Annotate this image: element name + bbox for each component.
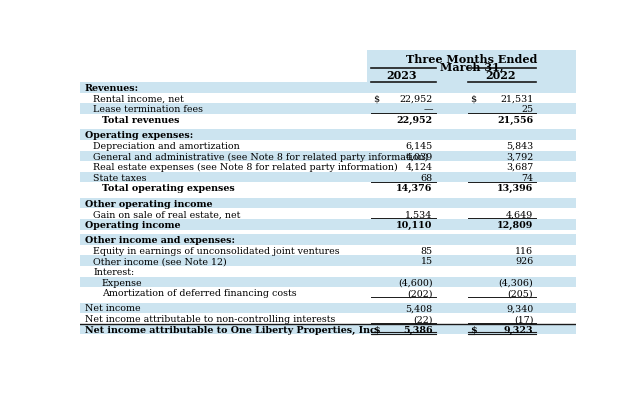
Text: (4,306): (4,306) <box>499 278 533 288</box>
Text: 6,145: 6,145 <box>405 142 433 151</box>
Text: 22,952: 22,952 <box>397 116 433 125</box>
Text: Real estate expenses (see Note 8 for related party information): Real estate expenses (see Note 8 for rel… <box>93 163 398 172</box>
Text: 12,809: 12,809 <box>497 221 533 230</box>
Text: 25: 25 <box>521 105 533 114</box>
Text: 21,556: 21,556 <box>497 116 533 125</box>
Text: $: $ <box>470 95 476 104</box>
Text: Expense: Expense <box>102 278 142 288</box>
Text: 68: 68 <box>420 174 433 183</box>
Text: Operating expenses:: Operating expenses: <box>84 131 193 140</box>
Text: 9,323: 9,323 <box>504 326 533 335</box>
Text: 21,531: 21,531 <box>500 95 533 104</box>
Text: Interest:: Interest: <box>93 268 134 277</box>
Text: 14,376: 14,376 <box>396 184 433 193</box>
Bar <box>80 124 576 129</box>
Text: 3,687: 3,687 <box>506 163 533 172</box>
Text: General and administrative (see Note 8 for related party information): General and administrative (see Note 8 f… <box>93 152 428 161</box>
Text: Lease termination fees: Lease termination fees <box>93 105 203 114</box>
Bar <box>80 266 576 277</box>
Text: Equity in earnings of unconsolidated joint ventures: Equity in earnings of unconsolidated joi… <box>93 247 340 256</box>
Text: March 31,: March 31, <box>440 61 503 72</box>
Text: (202): (202) <box>407 289 433 298</box>
Bar <box>80 324 576 334</box>
Bar <box>80 172 576 183</box>
Text: Other income and expenses:: Other income and expenses: <box>84 236 235 245</box>
Bar <box>80 114 576 124</box>
Text: 85: 85 <box>420 247 433 256</box>
Text: 5,386: 5,386 <box>403 326 433 335</box>
Text: 1,534: 1,534 <box>405 210 433 219</box>
Text: Gain on sale of real estate, net: Gain on sale of real estate, net <box>93 210 241 219</box>
Text: (22): (22) <box>413 315 433 324</box>
Bar <box>80 103 576 114</box>
Bar <box>80 277 576 287</box>
Bar <box>80 287 576 298</box>
Text: 4,124: 4,124 <box>406 163 433 172</box>
Bar <box>80 183 576 193</box>
Bar <box>80 129 576 140</box>
Text: Total revenues: Total revenues <box>102 116 179 125</box>
Text: 74: 74 <box>522 174 533 183</box>
Text: 2023: 2023 <box>387 70 417 81</box>
Bar <box>80 50 576 82</box>
Bar <box>80 245 576 255</box>
Bar <box>80 193 576 198</box>
Text: Other operating income: Other operating income <box>84 200 212 209</box>
Text: 926: 926 <box>515 257 533 266</box>
Text: Rental income, net: Rental income, net <box>93 95 184 104</box>
Text: Three Months Ended: Three Months Ended <box>406 54 537 66</box>
Text: $: $ <box>373 326 380 334</box>
Text: 2022: 2022 <box>485 70 516 81</box>
Bar <box>80 234 576 245</box>
Text: Net income: Net income <box>84 305 140 313</box>
Text: —: — <box>423 105 433 114</box>
Text: 5,408: 5,408 <box>406 305 433 313</box>
Bar <box>80 161 576 172</box>
Text: 116: 116 <box>515 247 533 256</box>
Text: 4,039: 4,039 <box>405 152 433 161</box>
Text: 3,792: 3,792 <box>506 152 533 161</box>
Bar <box>80 313 576 324</box>
Text: Depreciation and amortization: Depreciation and amortization <box>93 142 240 151</box>
Text: Total operating expenses: Total operating expenses <box>102 184 234 193</box>
Bar <box>80 198 576 208</box>
Bar <box>80 298 576 303</box>
Bar <box>80 303 576 313</box>
Text: Revenues:: Revenues: <box>84 84 139 93</box>
Text: Other income (see Note 12): Other income (see Note 12) <box>93 257 227 266</box>
Bar <box>80 82 576 93</box>
Bar <box>80 140 576 151</box>
Bar <box>80 219 576 229</box>
Text: 4,649: 4,649 <box>506 210 533 219</box>
Text: Net income attributable to One Liberty Properties, Inc.: Net income attributable to One Liberty P… <box>84 326 379 335</box>
Text: Operating income: Operating income <box>84 221 180 230</box>
Text: (205): (205) <box>508 289 533 298</box>
Text: (17): (17) <box>514 315 533 324</box>
Bar <box>80 208 576 219</box>
Text: 10,110: 10,110 <box>396 221 433 230</box>
Text: 5,843: 5,843 <box>506 142 533 151</box>
Bar <box>80 93 576 103</box>
Text: Amortization of deferred financing costs: Amortization of deferred financing costs <box>102 289 296 298</box>
Bar <box>80 229 576 234</box>
Bar <box>80 255 576 266</box>
Bar <box>80 151 576 161</box>
Text: 15: 15 <box>420 257 433 266</box>
Text: $: $ <box>373 95 379 104</box>
Text: (4,600): (4,600) <box>398 278 433 288</box>
Text: 13,396: 13,396 <box>497 184 533 193</box>
Bar <box>80 50 367 82</box>
Text: $: $ <box>470 326 476 334</box>
Text: 9,340: 9,340 <box>506 305 533 313</box>
Text: State taxes: State taxes <box>93 174 147 183</box>
Text: Net income attributable to non-controlling interests: Net income attributable to non-controlli… <box>84 315 335 324</box>
Text: 22,952: 22,952 <box>399 95 433 104</box>
